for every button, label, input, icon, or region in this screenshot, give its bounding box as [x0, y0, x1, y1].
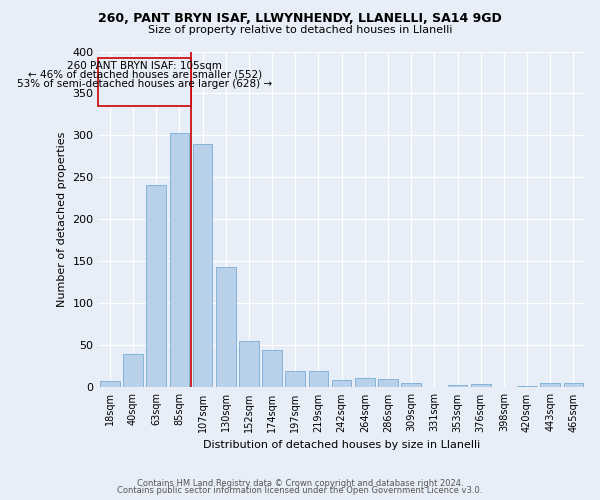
Bar — [378, 379, 398, 388]
Y-axis label: Number of detached properties: Number of detached properties — [57, 132, 67, 307]
Bar — [308, 370, 328, 388]
Bar — [401, 383, 421, 388]
FancyBboxPatch shape — [98, 58, 191, 106]
Bar — [262, 350, 282, 388]
Bar — [146, 185, 166, 388]
Bar — [170, 133, 189, 388]
X-axis label: Distribution of detached houses by size in Llanelli: Distribution of detached houses by size … — [203, 440, 480, 450]
Bar — [123, 354, 143, 388]
Bar — [100, 380, 120, 388]
Bar — [471, 384, 491, 388]
Text: Contains public sector information licensed under the Open Government Licence v3: Contains public sector information licen… — [118, 486, 482, 495]
Bar — [517, 386, 537, 388]
Text: ← 46% of detached houses are smaller (552): ← 46% of detached houses are smaller (55… — [28, 70, 262, 80]
Bar — [448, 385, 467, 388]
Bar — [355, 378, 374, 388]
Bar — [239, 341, 259, 388]
Text: 53% of semi-detached houses are larger (628) →: 53% of semi-detached houses are larger (… — [17, 79, 272, 89]
Bar — [193, 144, 212, 388]
Bar — [332, 380, 352, 388]
Bar — [541, 383, 560, 388]
Bar — [286, 372, 305, 388]
Text: 260 PANT BRYN ISAF: 105sqm: 260 PANT BRYN ISAF: 105sqm — [67, 60, 222, 70]
Text: 260, PANT BRYN ISAF, LLWYNHENDY, LLANELLI, SA14 9GD: 260, PANT BRYN ISAF, LLWYNHENDY, LLANELL… — [98, 12, 502, 26]
Text: Size of property relative to detached houses in Llanelli: Size of property relative to detached ho… — [148, 25, 452, 35]
Bar — [563, 383, 583, 388]
Bar — [216, 268, 236, 388]
Text: Contains HM Land Registry data © Crown copyright and database right 2024.: Contains HM Land Registry data © Crown c… — [137, 478, 463, 488]
